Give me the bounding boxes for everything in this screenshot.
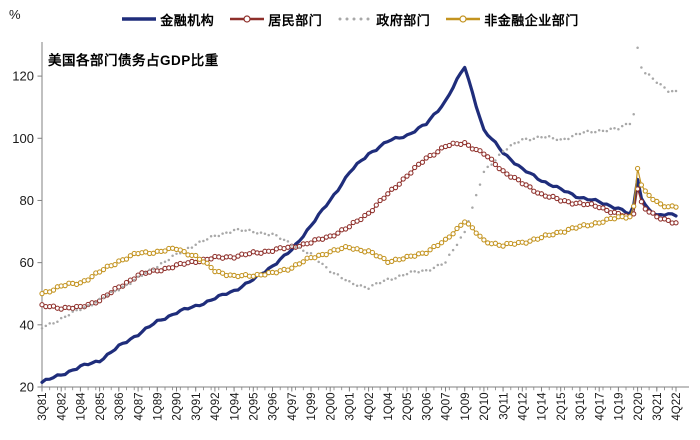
svg-text:2Q00: 2Q00 [325,393,337,421]
svg-text:3Q11: 3Q11 [498,393,510,420]
svg-text:60: 60 [20,255,34,270]
svg-text:3Q01: 3Q01 [345,393,357,421]
svg-text:1Q04: 1Q04 [383,392,395,421]
legend-item: 非金融企业部门 [445,10,579,29]
svg-text:3Q86: 3Q86 [114,393,126,421]
legend-label: 居民部门 [268,12,323,28]
legend-label: 金融机构 [160,12,215,28]
svg-text:1Q89: 1Q89 [153,393,165,421]
svg-text:1Q99: 1Q99 [306,393,318,421]
svg-text:4Q02: 4Q02 [364,393,376,421]
chart-title: 美国各部门债务占GDP比重 [48,53,219,68]
svg-text:20: 20 [20,380,34,395]
svg-text:4Q92: 4Q92 [210,393,222,421]
svg-text:4Q22: 4Q22 [671,393,683,421]
legend-item: 政府部门 [337,10,430,29]
svg-text:1Q84: 1Q84 [76,392,88,421]
svg-text:2Q10: 2Q10 [479,392,491,420]
svg-text:4Q12: 4Q12 [518,393,530,421]
svg-text:1Q94: 1Q94 [229,392,241,421]
legend-swatch-icon [122,17,157,21]
legend-swatch-icon [230,15,265,23]
svg-text:4Q07: 4Q07 [441,393,453,421]
svg-text:1Q09: 1Q09 [460,393,472,421]
svg-text:3Q06: 3Q06 [421,393,433,421]
svg-text:2Q90: 2Q90 [172,393,184,421]
svg-text:1Q19: 1Q19 [614,393,626,421]
svg-text:4Q87: 4Q87 [133,393,145,421]
svg-text:2Q20: 2Q20 [633,393,645,421]
svg-text:2Q05: 2Q05 [402,393,414,421]
chart-legend: 金融机构 居民部门 政府部门 非金融企业部门 [40,8,660,30]
svg-text:3Q81: 3Q81 [37,393,49,421]
svg-text:3Q21: 3Q21 [652,393,664,421]
svg-text:3Q91: 3Q91 [191,393,203,421]
svg-text:1Q14: 1Q14 [537,392,549,421]
svg-text:40: 40 [20,317,34,332]
legend-swatch-icon [446,15,481,23]
svg-text:120: 120 [12,69,34,84]
legend-item: 金融机构 [121,10,214,29]
svg-text:4Q82: 4Q82 [56,393,68,421]
svg-text:3Q16: 3Q16 [575,393,587,421]
legend-item: 居民部门 [229,10,322,29]
svg-text:80: 80 [20,193,34,208]
legend-swatch-icon [338,17,370,21]
legend-label: 政府部门 [376,12,431,28]
y-axis-unit-label: % [9,7,21,22]
legend-label: 非金融企业部门 [484,12,579,28]
svg-text:4Q17: 4Q17 [594,393,606,421]
svg-text:2Q15: 2Q15 [556,393,568,421]
svg-text:4Q97: 4Q97 [287,393,299,421]
svg-text:3Q96: 3Q96 [268,393,280,421]
svg-text:100: 100 [12,131,34,146]
svg-text:2Q85: 2Q85 [95,393,107,421]
svg-text:2Q95: 2Q95 [249,393,261,421]
